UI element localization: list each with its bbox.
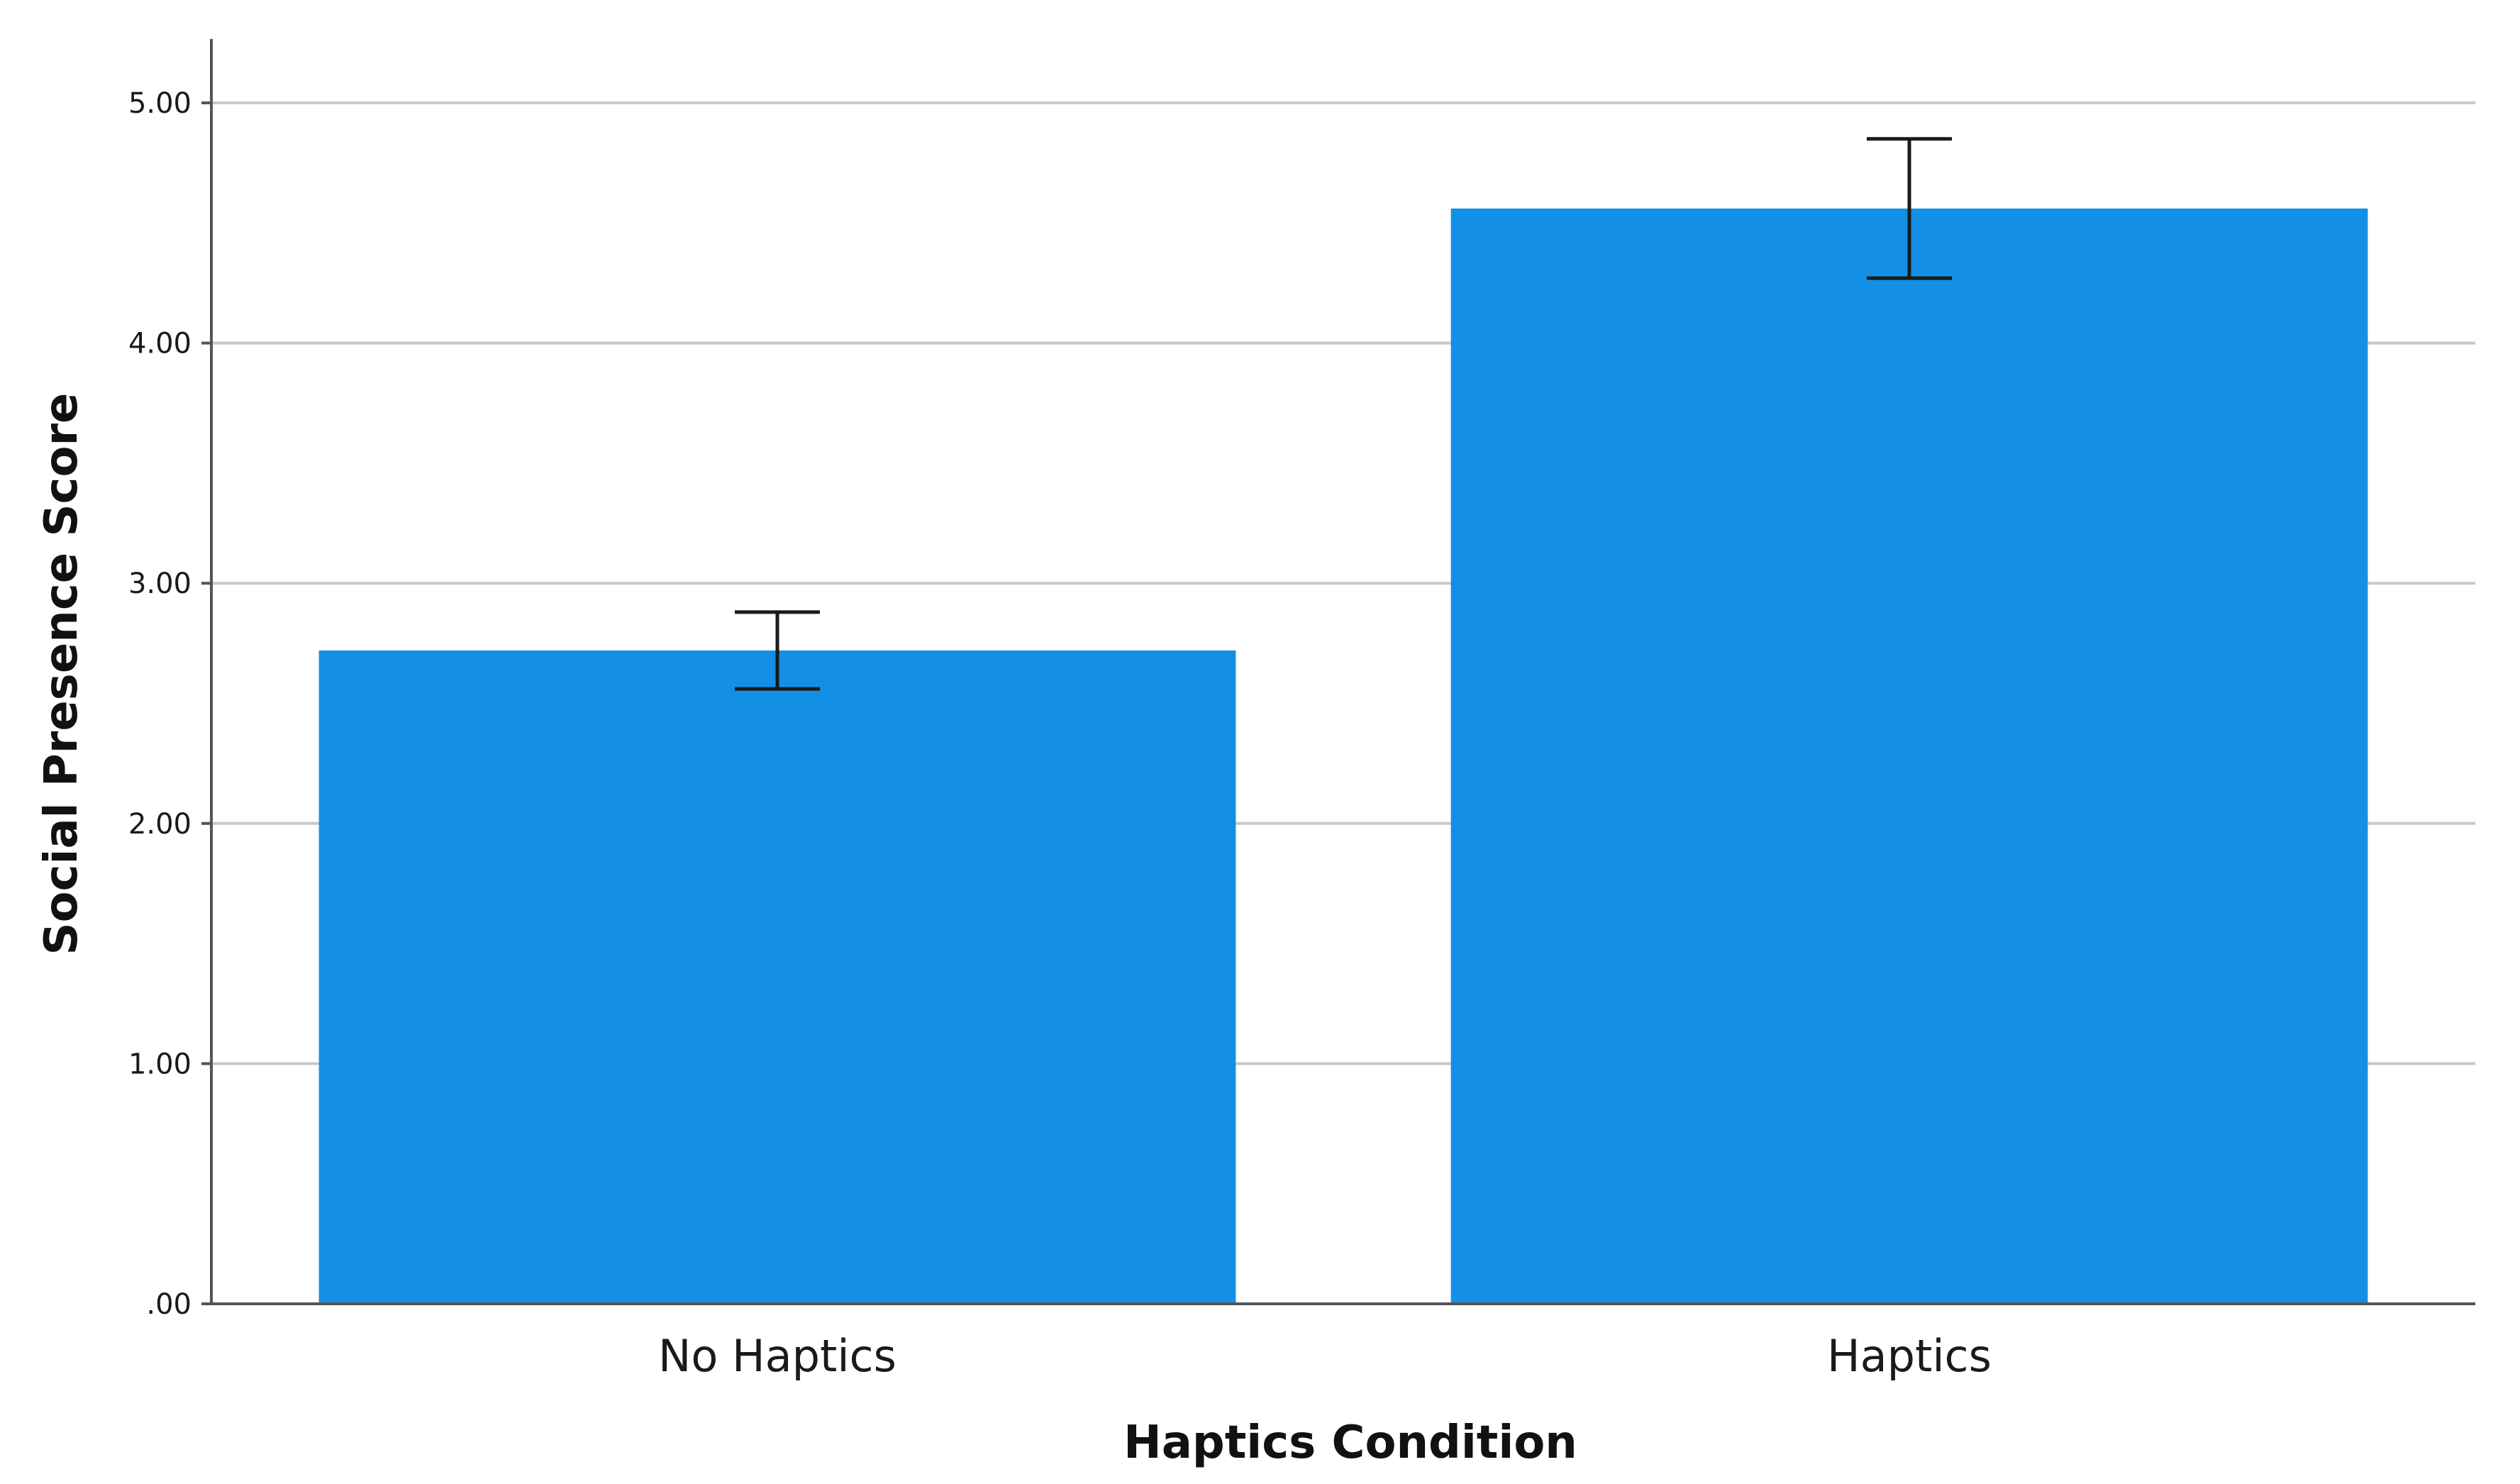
axes	[201, 39, 2475, 1305]
y-tick-label: 4.00	[128, 328, 192, 360]
y-tick-labels: .00 1.00 2.00 3.00 4.00 5.00	[128, 87, 192, 1321]
bar	[1450, 208, 2368, 1304]
y-tick-label: 5.00	[128, 87, 192, 120]
x-category-labels: No Haptics Haptics	[658, 1330, 1992, 1382]
bar	[318, 650, 1236, 1304]
y-tick-label: 1.00	[128, 1048, 192, 1080]
x-category-label: Haptics	[1827, 1330, 1992, 1382]
error-bars	[735, 137, 1952, 691]
x-category-label: No Haptics	[658, 1330, 897, 1382]
x-axis-title: Haptics Condition	[1123, 1417, 1577, 1469]
bars	[318, 208, 2368, 1304]
y-tick-label: 3.00	[128, 567, 192, 600]
y-tick-label: 2.00	[128, 808, 192, 841]
y-tick-label: .00	[146, 1288, 192, 1321]
y-axis-title: Social Presence Score	[35, 393, 88, 956]
